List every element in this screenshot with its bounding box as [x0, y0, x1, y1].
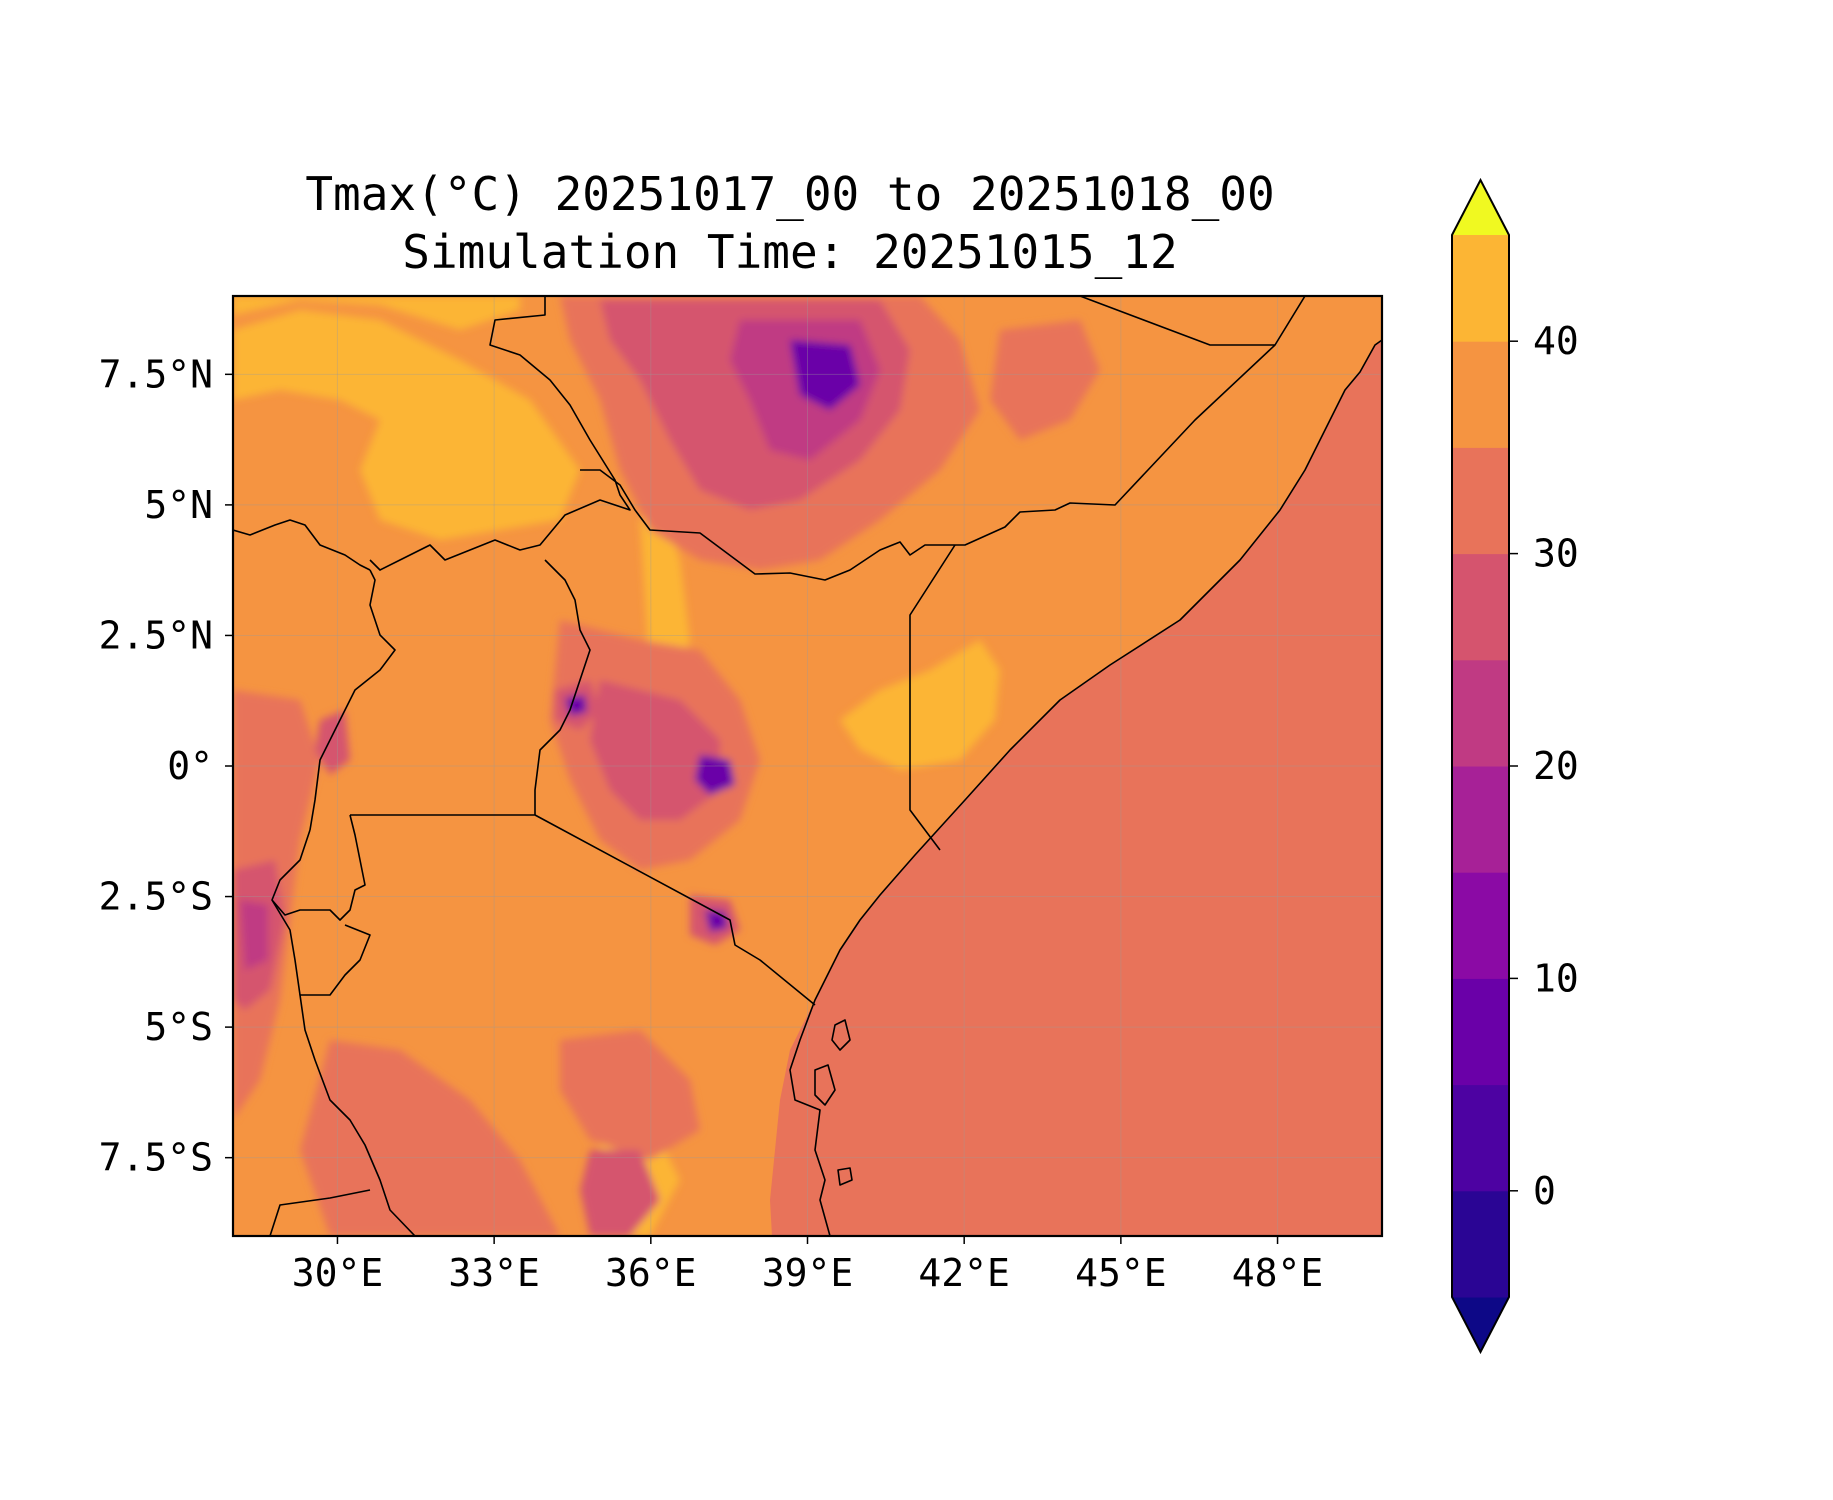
border-south-sudan-ethiopia	[369, 296, 631, 571]
colorbar-outline	[1451, 177, 1510, 1355]
x-axis-ticks: 30°E 33°E 36°E 39°E 42°E 45°E 48°E	[292, 1236, 1324, 1295]
island-zanzibar	[814, 1064, 836, 1106]
colorbar-segment	[1452, 447, 1509, 555]
y-tick-label: 0°	[167, 744, 213, 788]
map-title-line-1: Tmax(°C) 20251017_00 to 20251018_00	[305, 167, 1274, 221]
border-uganda-east	[534, 559, 591, 815]
border-uganda-west	[309, 569, 396, 831]
colorbar-segment	[1452, 1084, 1509, 1192]
y-tick-label: 5°S	[144, 1005, 213, 1049]
x-tick-label: 33°E	[448, 1251, 540, 1295]
colorbar-segment	[1452, 235, 1509, 342]
y-tick-label: 7.5°N	[99, 352, 213, 396]
border-zambia	[269, 1189, 371, 1236]
highland-western-rift-inner	[240, 900, 268, 970]
map-panel	[233, 296, 1382, 1236]
highland-tanzania-south-outer	[300, 1040, 560, 1236]
hot-region-south-sudan	[233, 310, 580, 540]
border-lake-victoria-tanzania	[350, 814, 816, 1006]
island-mafia	[837, 1167, 853, 1186]
y-tick-label: 2.5°N	[99, 613, 213, 657]
colorbar-tick-label: 30	[1533, 532, 1579, 576]
land-fill	[233, 296, 1382, 1236]
highland-rwenzori	[315, 710, 350, 775]
x-tick-label: 42°E	[918, 1251, 1010, 1295]
y-tick-label: 7.5°S	[99, 1136, 213, 1180]
colorbar-segment	[1452, 978, 1509, 1086]
border-ethiopia-somalia	[580, 296, 1306, 581]
highland-kenya-mid	[590, 680, 720, 820]
colorbar-tick-label: 10	[1533, 956, 1579, 1000]
x-tick-label: 45°E	[1075, 1251, 1167, 1295]
colorbar: 0 10 20 30 40	[1451, 177, 1579, 1355]
colorbar-tick-label: 40	[1533, 319, 1579, 363]
colorbar-tick-label: 20	[1533, 744, 1579, 788]
colorbar-segment	[1452, 872, 1509, 979]
y-tick-label: 2.5°S	[99, 875, 213, 919]
border-djibouti	[1079, 296, 1275, 346]
y-tick-label: 5°N	[144, 483, 213, 527]
hot-region-sudan-north	[233, 296, 520, 330]
x-tick-label: 39°E	[762, 1251, 854, 1295]
highland-tanzania-center	[560, 1030, 700, 1160]
country-borders	[233, 296, 1382, 1236]
colorbar-extend-under	[1452, 1297, 1509, 1352]
colorbar-tick-label: 0	[1533, 1169, 1556, 1213]
colorbar-segment	[1452, 1190, 1509, 1298]
highland-ethiopia-peak	[790, 340, 860, 410]
x-tick-label: 48°E	[1232, 1251, 1324, 1295]
x-tick-label: 36°E	[605, 1251, 697, 1295]
border-south-sudan-west	[233, 519, 371, 571]
y-axis-ticks: 7.5°N 5°N 2.5°N 0° 2.5°S 5°S 7.5°S	[99, 352, 233, 1180]
highland-kenya-peak	[695, 755, 735, 795]
colorbar-segment	[1452, 341, 1509, 448]
border-rwanda-burundi	[271, 814, 366, 921]
x-tick-label: 30°E	[292, 1251, 384, 1295]
border-kenya-somalia	[909, 544, 956, 851]
map-title-line-2: Simulation Time: 20251015_12	[402, 225, 1177, 279]
colorbar-segment	[1452, 659, 1509, 767]
coastline-east-africa	[789, 339, 1382, 1236]
hot-region-somalia	[840, 640, 1000, 770]
map-gridlines	[233, 296, 1382, 1236]
island-pemba	[831, 1019, 851, 1051]
border-tanzania-drc	[299, 924, 416, 1236]
highland-tanzania-south-mid	[580, 1150, 660, 1236]
colorbar-segment	[1452, 553, 1509, 661]
colorbar-segment	[1452, 766, 1509, 873]
border-lake-tanganyika-west	[271, 899, 301, 996]
colorbar-extend-over	[1452, 180, 1509, 235]
warm-somalia-north	[990, 320, 1100, 440]
